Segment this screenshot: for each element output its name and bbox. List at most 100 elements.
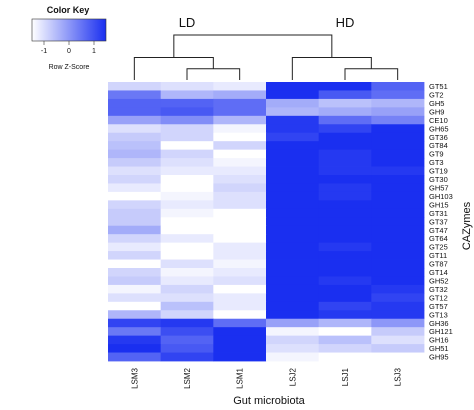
heatmap-cell: [160, 107, 214, 117]
heatmap-cell: [160, 259, 214, 269]
heatmap-cell: [266, 183, 320, 193]
heatmap-cell: [160, 175, 214, 184]
heatmap-cell: [160, 352, 214, 362]
heatmap-cell: [108, 107, 162, 117]
heatmap-cell: [266, 175, 320, 184]
heatmap-cell: [213, 82, 267, 91]
heatmap-cell: [371, 175, 425, 184]
color-key-tick-label: 1: [92, 48, 96, 55]
heatmap-cell: [108, 259, 162, 269]
heatmap-cell: [160, 132, 214, 142]
heatmap-cell: [266, 335, 320, 345]
heatmap-cell: [318, 310, 372, 320]
row-label: GT32: [429, 285, 448, 294]
row-label: GH51: [429, 344, 449, 353]
row-label: GT9: [429, 150, 444, 159]
heatmap-cell: [266, 259, 320, 269]
heatmap-cell: [108, 301, 162, 311]
heatmap-cell: [213, 141, 267, 151]
heatmap-cell: [266, 217, 320, 227]
heatmap-cell: [108, 200, 162, 210]
heatmap-cell: [213, 310, 267, 320]
heatmap-cell: [108, 132, 162, 142]
heatmap-cell: [160, 98, 214, 108]
heatmap-cell: [213, 90, 267, 100]
heatmap-cell: [213, 301, 267, 311]
heatmap-cell: [160, 90, 214, 100]
heatmap-cell: [371, 141, 425, 151]
heatmap-cell: [266, 225, 320, 235]
heatmap-cell: [371, 149, 425, 159]
y-axis-title: CAZymes: [461, 201, 473, 250]
heatmap-cell: [160, 208, 214, 218]
heatmap-cell: [371, 183, 425, 193]
heatmap-cell: [318, 98, 372, 108]
heatmap-cell: [318, 82, 372, 91]
heatmap-cell: [266, 276, 320, 286]
heatmap-cell: [108, 327, 162, 337]
heatmap-cell: [318, 124, 372, 134]
heatmap-cell: [318, 251, 372, 260]
heatmap-cell: [318, 149, 372, 159]
heatmap-cell: [266, 268, 320, 277]
heatmap-cell: [318, 191, 372, 201]
heatmap-cell: [160, 217, 214, 227]
heatmap-cell: [318, 242, 372, 252]
heatmap-cell: [266, 158, 320, 167]
heatmap-cell: [318, 141, 372, 151]
heatmap-cell: [213, 344, 267, 353]
heatmap-cell: [160, 318, 214, 328]
heatmap-cell: [108, 175, 162, 184]
heatmap-cell: [160, 234, 214, 244]
heatmap-cell: [371, 225, 425, 235]
row-label: GT13: [429, 310, 448, 319]
heatmap-cell: [213, 242, 267, 252]
row-label: GH9: [429, 107, 444, 116]
heatmap-cell: [266, 242, 320, 252]
heatmap-cell: [266, 234, 320, 244]
heatmap-cell: [266, 124, 320, 134]
heatmap-cell: [371, 107, 425, 117]
heatmap-cell: [160, 284, 214, 294]
heatmap-cell: [371, 276, 425, 286]
heatmap-cell: [318, 327, 372, 337]
row-label: GT57: [429, 302, 448, 311]
heatmap-cell: [160, 191, 214, 201]
heatmap-cell: [160, 141, 214, 151]
heatmap-cell: [213, 276, 267, 286]
heatmap-cell: [108, 191, 162, 201]
heatmap-cell: [108, 141, 162, 151]
row-label: GH121: [429, 327, 453, 336]
heatmap-cell: [318, 335, 372, 345]
heatmap-cell: [160, 293, 214, 303]
heatmap-cell: [160, 200, 214, 210]
heatmap-cell: [108, 234, 162, 244]
heatmap-cell: [318, 225, 372, 235]
heatmap-cell: [108, 98, 162, 108]
heatmap-cell: [160, 268, 214, 277]
color-key-subtitle: Row Z-Score: [49, 64, 90, 71]
heatmap-cell: [213, 217, 267, 227]
heatmap-cell: [213, 352, 267, 362]
column-label: LSJ1: [341, 367, 350, 386]
heatmap-cell: [108, 284, 162, 294]
color-key-bar: [31, 18, 107, 42]
row-label: GH16: [429, 336, 449, 345]
heatmap-cell: [108, 225, 162, 235]
color-key-title: Color Key: [47, 5, 90, 15]
heatmap-cell: [371, 284, 425, 294]
heatmap-cell: [108, 183, 162, 193]
row-label: GT14: [429, 268, 448, 277]
heatmap-cell: [160, 251, 214, 260]
dendrogram-branch: [173, 34, 333, 58]
column-label: LSM1: [236, 367, 245, 388]
heatmap-cell: [318, 217, 372, 227]
heatmap-cell: [371, 242, 425, 252]
heatmap-cell: [266, 251, 320, 260]
heatmap-cell: [318, 158, 372, 167]
heatmap-cell: [108, 344, 162, 353]
row-labels: GT51GT2GH5GH9CE10GH65GT36GT84GT9GT3GT19G…: [429, 82, 453, 362]
row-label: GT25: [429, 243, 448, 252]
heatmap-cell: [318, 259, 372, 269]
heatmap-cell: [160, 115, 214, 125]
